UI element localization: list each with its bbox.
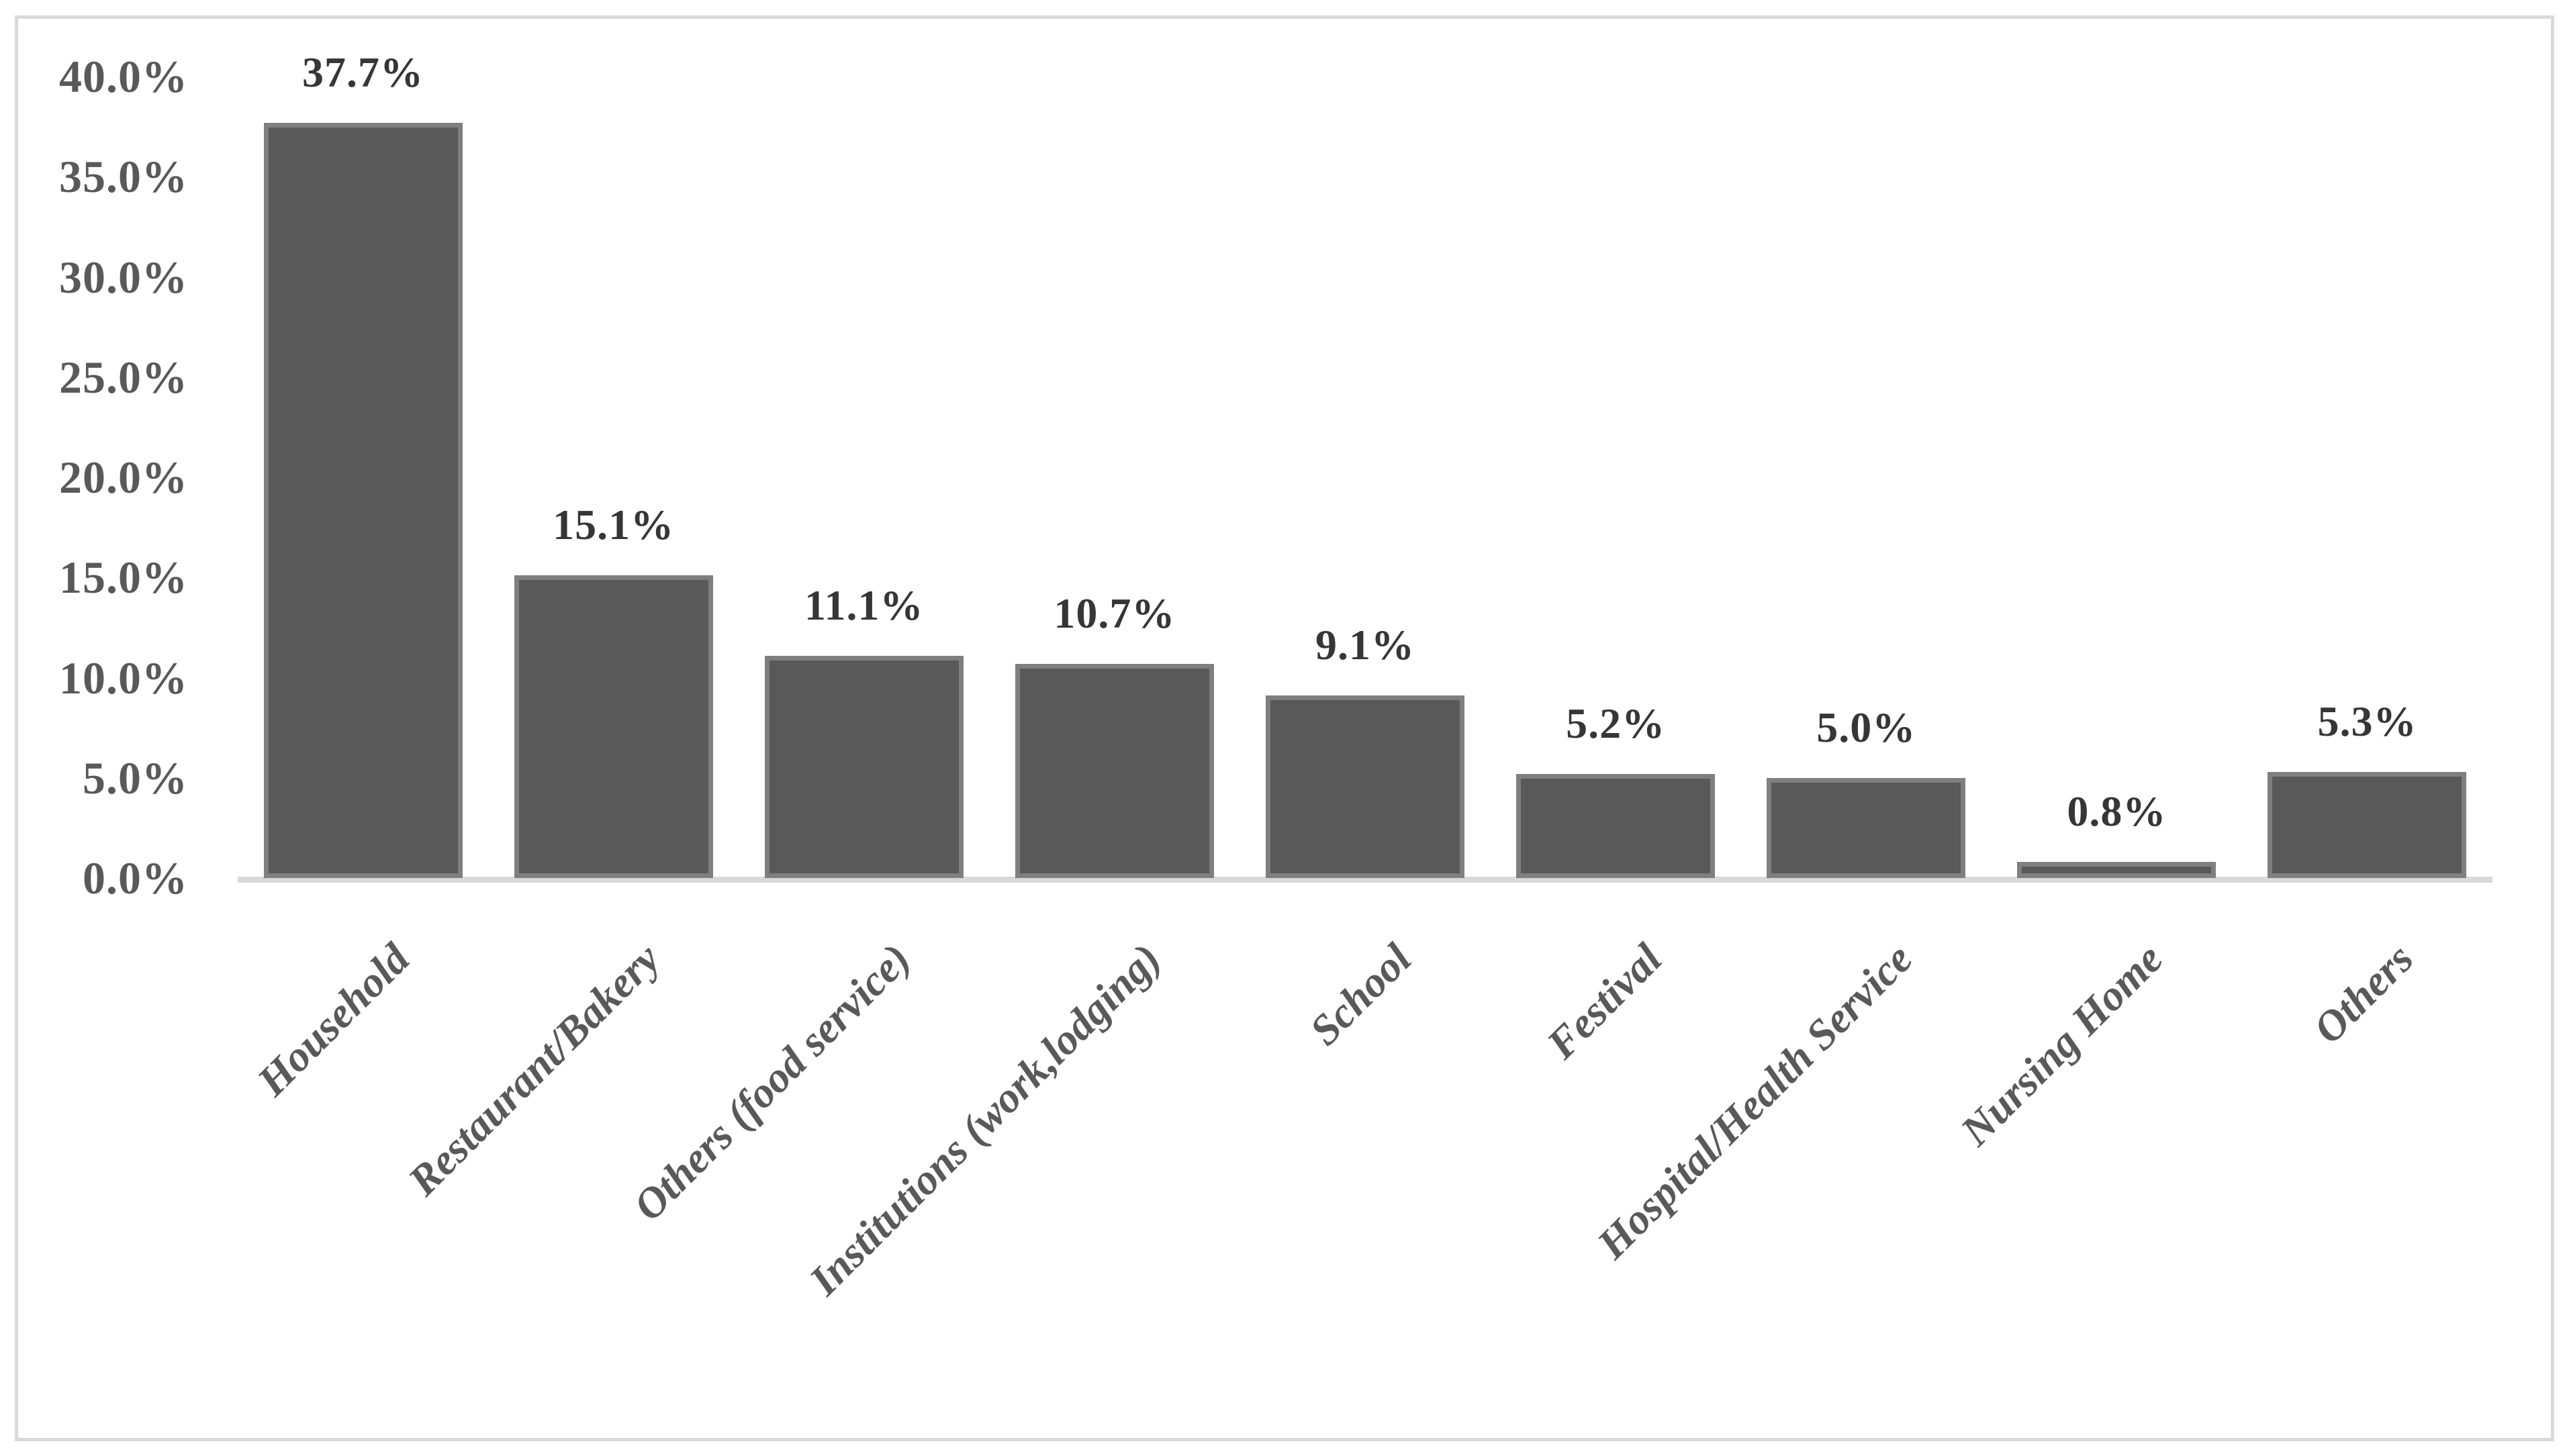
bar-nursing-home xyxy=(2017,862,2216,878)
value-label-hospital-health-service: 5.0% xyxy=(1816,703,1916,751)
value-label-school: 9.1% xyxy=(1315,621,1415,669)
bar-hospital-health-service xyxy=(1767,777,1966,878)
value-label-others: 5.3% xyxy=(2317,697,2417,745)
bar-school xyxy=(1266,695,1464,878)
bar-restaurant-bakery xyxy=(514,575,713,878)
y-axis-tick-label-20: 20.0% xyxy=(59,452,188,503)
bar-institutions-work-lodging xyxy=(1015,663,1214,878)
value-label-nursing-home: 0.8% xyxy=(2067,787,2167,836)
y-axis-tick-label-35: 35.0% xyxy=(59,151,188,203)
value-label-household: 37.7% xyxy=(302,48,424,96)
bar-others-food-service xyxy=(764,655,964,878)
y-axis-tick-label-10: 10.0% xyxy=(59,652,188,703)
bar-household xyxy=(263,122,463,878)
y-axis-tick-label-15: 15.0% xyxy=(59,552,188,603)
value-label-restaurant-bakery: 15.1% xyxy=(553,501,675,549)
x-axis-line xyxy=(238,877,2492,883)
bar-festival xyxy=(1516,773,1716,878)
bar-others xyxy=(2268,771,2467,878)
y-axis-tick-label-5: 5.0% xyxy=(83,752,188,804)
y-axis-tick-label-40: 40.0% xyxy=(59,51,188,102)
value-label-others-food-service: 11.1% xyxy=(804,581,924,629)
y-axis-tick-label-30: 30.0% xyxy=(59,251,188,303)
y-axis-tick-label-25: 25.0% xyxy=(59,351,188,403)
value-label-institutions-work-lodging: 10.7% xyxy=(1054,589,1176,637)
y-axis-tick-label-0: 0.0% xyxy=(83,853,188,904)
value-label-festival: 5.2% xyxy=(1566,699,1666,747)
